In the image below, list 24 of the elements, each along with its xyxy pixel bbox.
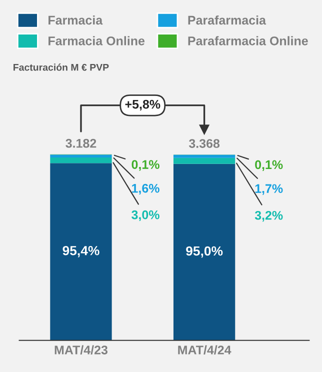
- bar: [173, 158, 236, 164]
- x-tick-label: MAT/4/23: [54, 345, 108, 355]
- bar: [50, 154, 112, 158]
- bar: [173, 154, 236, 158]
- x-tick-label: MAT/4/24: [178, 345, 232, 355]
- bar: [50, 163, 112, 340]
- text: 3.182: [66, 138, 96, 148]
- data-label: 95,0%: [186, 246, 223, 258]
- data-label: 95,4%: [62, 246, 100, 258]
- text: 3.368: [188, 139, 220, 148]
- data-label: 1,6%: [132, 184, 160, 195]
- data-label: 1,7%: [255, 184, 283, 195]
- bar: [173, 164, 236, 340]
- legend-label: Farmacia Online: [48, 36, 145, 46]
- data-label: 3,0%: [132, 210, 160, 222]
- data-label: 3,2%: [254, 210, 283, 222]
- bar: [50, 158, 112, 164]
- legend-label: Farmacia: [48, 15, 103, 25]
- data-label: 0,1%: [132, 160, 160, 171]
- legend-label: Parafarmacia Online: [188, 36, 308, 46]
- text: +5,8%: [125, 100, 160, 111]
- legend-label: Parafarmacia: [188, 15, 266, 25]
- chart-subtitle: Facturación M € PVP: [14, 64, 109, 71]
- data-label: 0,1%: [255, 160, 283, 171]
